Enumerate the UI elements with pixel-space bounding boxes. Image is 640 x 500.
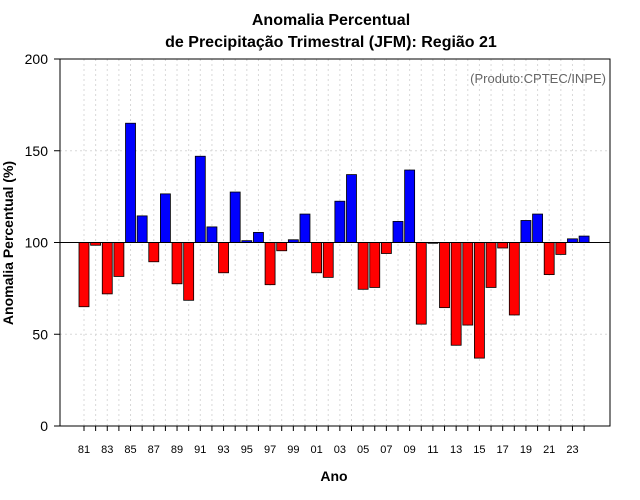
x-tick-label: 17 xyxy=(497,444,509,456)
x-tick-label: 03 xyxy=(334,444,346,456)
bar-14 xyxy=(462,242,474,326)
x-axis-label: Ano xyxy=(320,468,347,484)
bar-17 xyxy=(497,242,509,249)
y-tick-label: 150 xyxy=(25,143,49,159)
y-axis: 0 50 100 150 200 xyxy=(25,51,60,434)
bar-12 xyxy=(439,242,450,309)
bars xyxy=(78,122,590,359)
y-tick-label: 50 xyxy=(32,326,48,342)
x-tick-label: 05 xyxy=(357,444,369,456)
bar-94 xyxy=(229,191,241,243)
x-tick-label: 21 xyxy=(543,444,555,456)
bar-07 xyxy=(380,242,392,254)
y-tick-label: 100 xyxy=(25,235,49,251)
bar-06 xyxy=(369,242,381,288)
x-tick-label: 93 xyxy=(217,444,229,456)
bar-96 xyxy=(253,232,264,243)
grid xyxy=(60,59,610,426)
x-tick-label: 01 xyxy=(310,444,322,456)
bar-16 xyxy=(485,242,497,288)
bar-08 xyxy=(392,220,404,243)
x-tick-label: 91 xyxy=(194,444,206,456)
bar-23 xyxy=(567,238,578,243)
bar-90 xyxy=(183,242,195,301)
bar-02 xyxy=(322,242,334,278)
bar-04 xyxy=(346,174,357,243)
bar-24 xyxy=(578,235,590,243)
x-tick-label: 95 xyxy=(241,444,253,456)
x-tick-label: 19 xyxy=(520,444,532,456)
bar-05 xyxy=(357,242,369,290)
bar-19 xyxy=(520,220,532,243)
credit-text: (Produto:CPTEC/INPE) xyxy=(470,71,606,86)
bar-87 xyxy=(148,242,160,263)
x-tick-label: 99 xyxy=(287,444,299,456)
bar-09 xyxy=(404,169,416,243)
bar-84 xyxy=(113,242,125,277)
x-tick-label: 81 xyxy=(78,444,90,456)
x-tick-label: 23 xyxy=(566,444,578,456)
bar-89 xyxy=(171,242,183,285)
x-axis: 81 83 85 87 89 91 93 95 97 99 01 03 05 07 09 11 13 15 17 19… xyxy=(78,426,585,456)
x-tick-label: 97 xyxy=(264,444,276,456)
x-tick-label: 15 xyxy=(473,444,485,456)
x-tick-label: 89 xyxy=(171,444,183,456)
x-tick-label: 11 xyxy=(427,444,438,456)
bar-01 xyxy=(311,242,323,274)
bar-83 xyxy=(101,242,113,295)
x-tick-label: 09 xyxy=(404,444,416,456)
bar-13 xyxy=(450,242,462,346)
bar-10 xyxy=(415,242,427,325)
bar-93 xyxy=(218,242,229,274)
chart-title-line1: Anomalia Percentual xyxy=(252,12,410,29)
bar-03 xyxy=(334,200,346,243)
bar-98 xyxy=(276,242,288,252)
y-tick-label: 200 xyxy=(25,51,49,67)
x-tick-label: 85 xyxy=(124,444,136,456)
bar-21 xyxy=(543,242,555,276)
bar-00 xyxy=(299,213,311,243)
y-axis-label: Anomalia Percentual (%) xyxy=(0,161,16,325)
bar-81 xyxy=(78,242,90,308)
bar-88 xyxy=(160,193,171,243)
bar-20 xyxy=(532,213,543,243)
bar-85 xyxy=(125,122,136,243)
bar-18 xyxy=(508,242,520,316)
bar-86 xyxy=(136,215,148,243)
bar-15 xyxy=(474,242,485,359)
y-tick-label: 0 xyxy=(40,418,48,434)
bar-91 xyxy=(194,155,206,243)
bar-92 xyxy=(206,226,218,243)
x-tick-label: 13 xyxy=(450,444,462,456)
chart-title-line2: de Precipitação Trimestral (JFM): Região… xyxy=(165,34,497,51)
x-tick-label: 87 xyxy=(148,444,160,456)
x-tick-label: 83 xyxy=(101,444,113,456)
bar-97 xyxy=(264,242,276,286)
bar-22 xyxy=(555,242,567,255)
x-tick-label: 07 xyxy=(380,444,392,456)
